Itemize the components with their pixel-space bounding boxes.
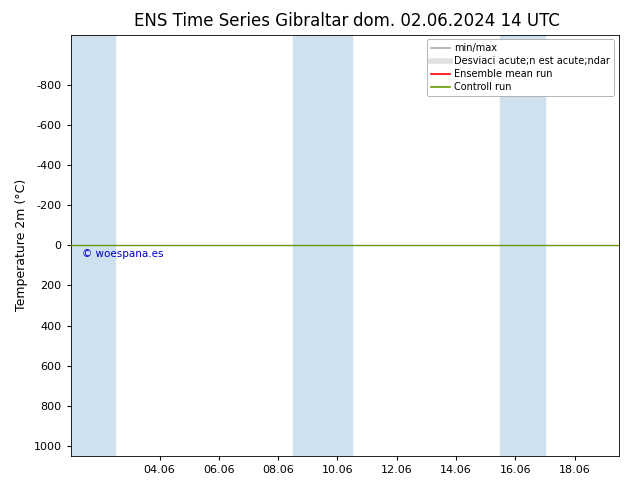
Legend: min/max, Desviaci acute;n est acute;ndar, Ensemble mean run, Controll run: min/max, Desviaci acute;n est acute;ndar…: [427, 40, 614, 96]
Text: dom. 02.06.2024 14 UTC: dom. 02.06.2024 14 UTC: [353, 12, 560, 30]
Text: ENS Time Series Gibraltar: ENS Time Series Gibraltar: [134, 12, 348, 30]
Bar: [500, 35, 545, 456]
Bar: [70, 35, 115, 456]
Bar: [293, 35, 353, 456]
Text: © woespana.es: © woespana.es: [82, 249, 163, 259]
Y-axis label: Temperature 2m (°C): Temperature 2m (°C): [15, 179, 28, 312]
